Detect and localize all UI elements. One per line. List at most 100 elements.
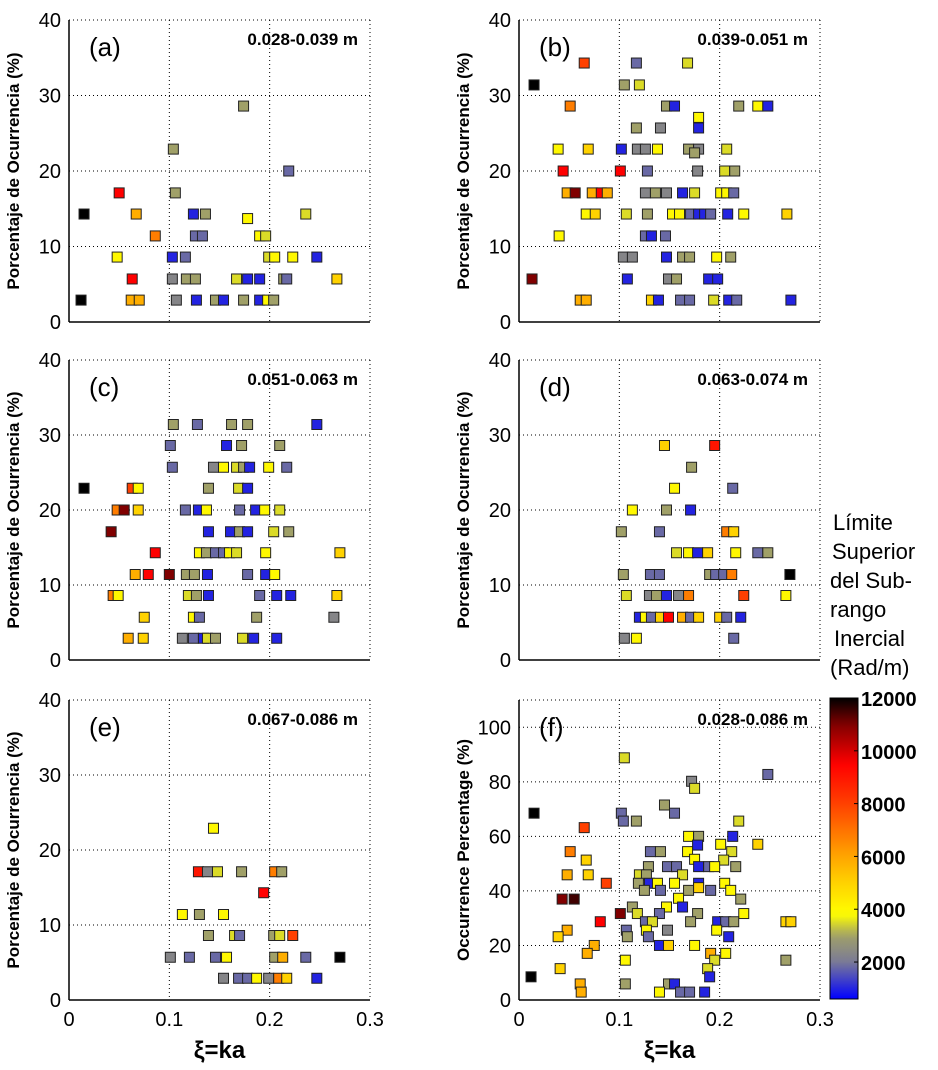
y-tick-label: 0 bbox=[50, 990, 61, 1012]
plot-area bbox=[519, 700, 820, 1000]
panel-label: (c) bbox=[89, 372, 119, 402]
data-point bbox=[673, 590, 685, 601]
data-point bbox=[242, 213, 254, 225]
data-point bbox=[699, 986, 711, 998]
data-point bbox=[260, 230, 272, 242]
data-point bbox=[630, 122, 642, 134]
panel-label: (f) bbox=[539, 712, 564, 742]
data-point bbox=[553, 230, 565, 242]
data-point bbox=[660, 251, 672, 263]
data-point bbox=[201, 569, 213, 580]
data-point bbox=[684, 986, 696, 998]
data-point bbox=[589, 208, 601, 220]
data-point bbox=[722, 208, 734, 220]
y-tick-label: 0 bbox=[500, 990, 511, 1012]
data-point bbox=[285, 590, 297, 601]
y-axis-label: Occurrence Percentage (%) bbox=[454, 739, 473, 961]
data-point bbox=[248, 632, 260, 644]
data-point bbox=[202, 526, 214, 538]
data-point bbox=[122, 632, 134, 644]
y-tick-label: 10 bbox=[39, 237, 61, 259]
panel-e: 0 10 20 30 40 0 0.1 0.2 0.3 (e) 0.067-0.086 m Porce… bbox=[4, 690, 384, 1064]
y-tick-label: 40 bbox=[39, 350, 61, 372]
data-point bbox=[738, 590, 750, 601]
range-label: 0.067-0.086 m bbox=[247, 710, 358, 729]
colorbar-bar bbox=[829, 697, 859, 1000]
data-point bbox=[237, 632, 249, 644]
range-label: 0.051-0.063 m bbox=[247, 370, 358, 389]
range-label: 0.039-0.051 m bbox=[697, 30, 808, 49]
data-point bbox=[176, 632, 188, 644]
data-point bbox=[281, 972, 293, 984]
data-point bbox=[188, 569, 200, 580]
data-point bbox=[263, 972, 275, 984]
data-point bbox=[554, 963, 566, 975]
data-point bbox=[207, 461, 219, 473]
data-point bbox=[671, 547, 683, 559]
data-point bbox=[684, 294, 696, 306]
data-point bbox=[242, 273, 254, 285]
data-point bbox=[132, 504, 144, 516]
data-point bbox=[193, 909, 205, 920]
data-point bbox=[692, 839, 704, 851]
y-tick-label: 80 bbox=[489, 772, 511, 794]
data-point bbox=[163, 569, 175, 580]
data-point bbox=[729, 165, 741, 177]
data-point bbox=[728, 632, 740, 644]
data-point bbox=[709, 440, 721, 451]
data-point bbox=[730, 861, 742, 873]
data-point bbox=[709, 861, 721, 873]
data-point bbox=[242, 569, 254, 580]
data-point bbox=[617, 815, 629, 827]
data-point bbox=[660, 187, 672, 199]
data-point bbox=[164, 951, 176, 963]
y-tick-label: 40 bbox=[39, 10, 61, 32]
data-point bbox=[277, 951, 289, 963]
data-point bbox=[686, 461, 698, 473]
data-point bbox=[682, 846, 694, 858]
data-point bbox=[653, 939, 665, 951]
data-point bbox=[236, 440, 248, 451]
data-point bbox=[684, 251, 696, 263]
data-point bbox=[176, 909, 188, 920]
data-point bbox=[669, 482, 681, 494]
data-point bbox=[675, 294, 687, 306]
data-point bbox=[738, 208, 750, 220]
data-point bbox=[580, 854, 592, 866]
data-point bbox=[617, 251, 629, 263]
data-point bbox=[762, 100, 774, 112]
data-point bbox=[615, 526, 627, 538]
data-point bbox=[738, 908, 750, 920]
x-tick-label: 0.3 bbox=[806, 1009, 834, 1031]
data-point bbox=[331, 273, 343, 285]
y-tick-label: 10 bbox=[39, 915, 61, 937]
data-point bbox=[244, 461, 256, 473]
y-tick-label: 30 bbox=[39, 425, 61, 447]
data-point bbox=[615, 143, 627, 155]
data-point bbox=[236, 866, 248, 878]
data-point bbox=[580, 294, 592, 306]
data-point bbox=[130, 208, 142, 220]
data-point bbox=[727, 830, 739, 842]
data-point bbox=[575, 986, 587, 998]
data-point bbox=[190, 294, 202, 306]
data-point bbox=[630, 815, 642, 827]
plot-area bbox=[519, 20, 820, 322]
data-point bbox=[692, 547, 704, 559]
data-point bbox=[685, 504, 697, 516]
data-point bbox=[166, 251, 178, 263]
data-point bbox=[283, 526, 295, 538]
colorbar-title-line: Superior bbox=[832, 539, 915, 564]
data-point bbox=[674, 208, 686, 220]
data-point bbox=[658, 440, 670, 451]
data-point bbox=[231, 273, 243, 285]
data-point bbox=[600, 877, 612, 889]
data-point bbox=[526, 273, 538, 285]
data-point bbox=[334, 547, 346, 559]
panel-d: 0 10 20 30 40 (d) 0.063-0.074 m Porcentaje de O… bbox=[454, 350, 821, 672]
data-point bbox=[268, 526, 280, 538]
data-point bbox=[703, 273, 715, 285]
data-point bbox=[641, 165, 653, 177]
data-point bbox=[619, 978, 631, 990]
